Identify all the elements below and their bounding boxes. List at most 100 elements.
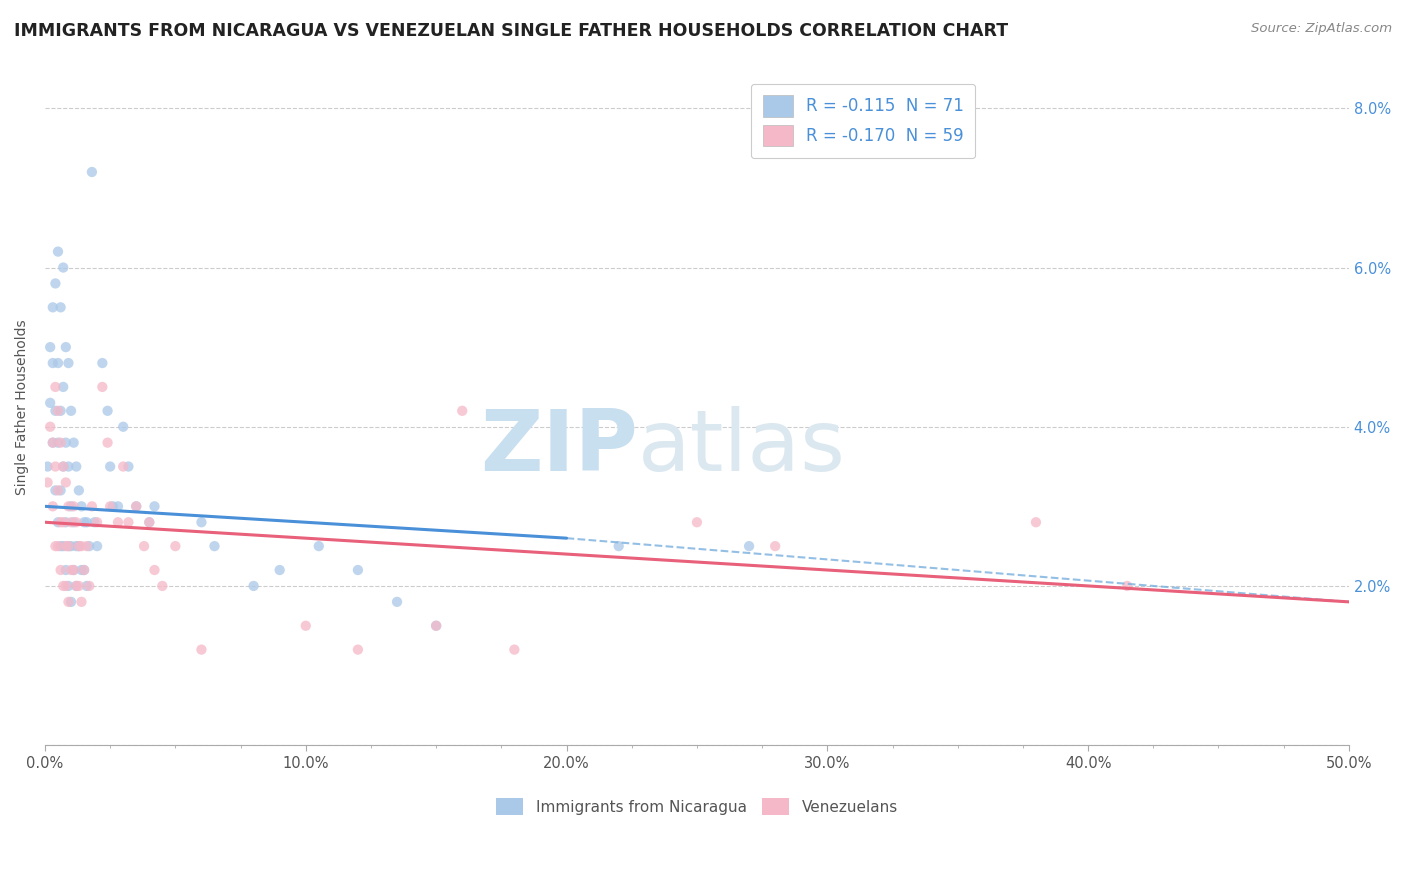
- Point: [125, 500, 148, 514]
- Text: atlas: atlas: [638, 406, 846, 489]
- Point: [39, 419, 62, 434]
- Point: [49, 515, 72, 529]
- Point: [46, 515, 69, 529]
- Point: [107, 500, 129, 514]
- Point: [44, 459, 66, 474]
- Point: [763, 539, 786, 553]
- Point: [52, 459, 75, 474]
- Point: [42, 500, 65, 514]
- Point: [65, 459, 87, 474]
- Point: [65, 539, 87, 553]
- Point: [58, 356, 80, 370]
- Point: [425, 618, 447, 632]
- Point: [44, 380, 66, 394]
- Point: [86, 515, 108, 529]
- Point: [62, 515, 84, 529]
- Point: [49, 301, 72, 315]
- Point: [37, 459, 59, 474]
- Point: [65, 579, 87, 593]
- Point: [49, 435, 72, 450]
- Point: [67, 539, 90, 553]
- Point: [70, 539, 93, 553]
- Point: [65, 579, 87, 593]
- Point: [150, 579, 173, 593]
- Text: IMMIGRANTS FROM NICARAGUA VS VENEZUELAN SINGLE FATHER HOUSEHOLDS CORRELATION CHA: IMMIGRANTS FROM NICARAGUA VS VENEZUELAN …: [14, 22, 1008, 40]
- Point: [60, 404, 83, 418]
- Point: [190, 642, 212, 657]
- Point: [143, 500, 166, 514]
- Point: [79, 579, 101, 593]
- Point: [37, 475, 59, 490]
- Point: [112, 419, 135, 434]
- Point: [42, 435, 65, 450]
- Point: [55, 579, 77, 593]
- Point: [70, 595, 93, 609]
- Point: [80, 500, 103, 514]
- Point: [67, 539, 90, 553]
- Point: [83, 515, 105, 529]
- Point: [55, 539, 77, 553]
- Y-axis label: Single Father Households: Single Father Households: [15, 319, 30, 495]
- Point: [46, 435, 69, 450]
- Point: [117, 459, 139, 474]
- Point: [503, 642, 526, 657]
- Point: [39, 340, 62, 354]
- Point: [52, 539, 75, 553]
- Point: [44, 483, 66, 498]
- Point: [65, 515, 87, 529]
- Point: [49, 563, 72, 577]
- Point: [117, 515, 139, 529]
- Point: [165, 539, 187, 553]
- Point: [67, 483, 90, 498]
- Point: [294, 618, 316, 632]
- Point: [76, 515, 98, 529]
- Point: [52, 459, 75, 474]
- Point: [70, 500, 93, 514]
- Point: [58, 500, 80, 514]
- Point: [55, 475, 77, 490]
- Point: [101, 500, 124, 514]
- Point: [451, 404, 474, 418]
- Text: ZIP: ZIP: [481, 406, 638, 489]
- Point: [76, 579, 98, 593]
- Point: [79, 539, 101, 553]
- Point: [143, 563, 166, 577]
- Point: [107, 515, 129, 529]
- Point: [112, 459, 135, 474]
- Point: [269, 563, 291, 577]
- Point: [44, 539, 66, 553]
- Point: [52, 515, 75, 529]
- Point: [49, 483, 72, 498]
- Point: [91, 356, 114, 370]
- Point: [80, 165, 103, 179]
- Point: [73, 515, 96, 529]
- Point: [44, 404, 66, 418]
- Point: [49, 539, 72, 553]
- Point: [132, 539, 155, 553]
- Point: [425, 618, 447, 632]
- Point: [52, 579, 75, 593]
- Point: [60, 563, 83, 577]
- Point: [242, 579, 264, 593]
- Point: [138, 515, 160, 529]
- Point: [58, 579, 80, 593]
- Point: [138, 515, 160, 529]
- Point: [347, 642, 370, 657]
- Point: [70, 563, 93, 577]
- Point: [46, 356, 69, 370]
- Point: [60, 500, 83, 514]
- Point: [1025, 515, 1047, 529]
- Point: [52, 260, 75, 275]
- Point: [125, 500, 148, 514]
- Point: [42, 435, 65, 450]
- Point: [42, 301, 65, 315]
- Point: [39, 396, 62, 410]
- Point: [347, 563, 370, 577]
- Point: [60, 515, 83, 529]
- Point: [49, 404, 72, 418]
- Point: [97, 404, 120, 418]
- Point: [55, 435, 77, 450]
- Point: [58, 539, 80, 553]
- Point: [62, 435, 84, 450]
- Point: [308, 539, 330, 553]
